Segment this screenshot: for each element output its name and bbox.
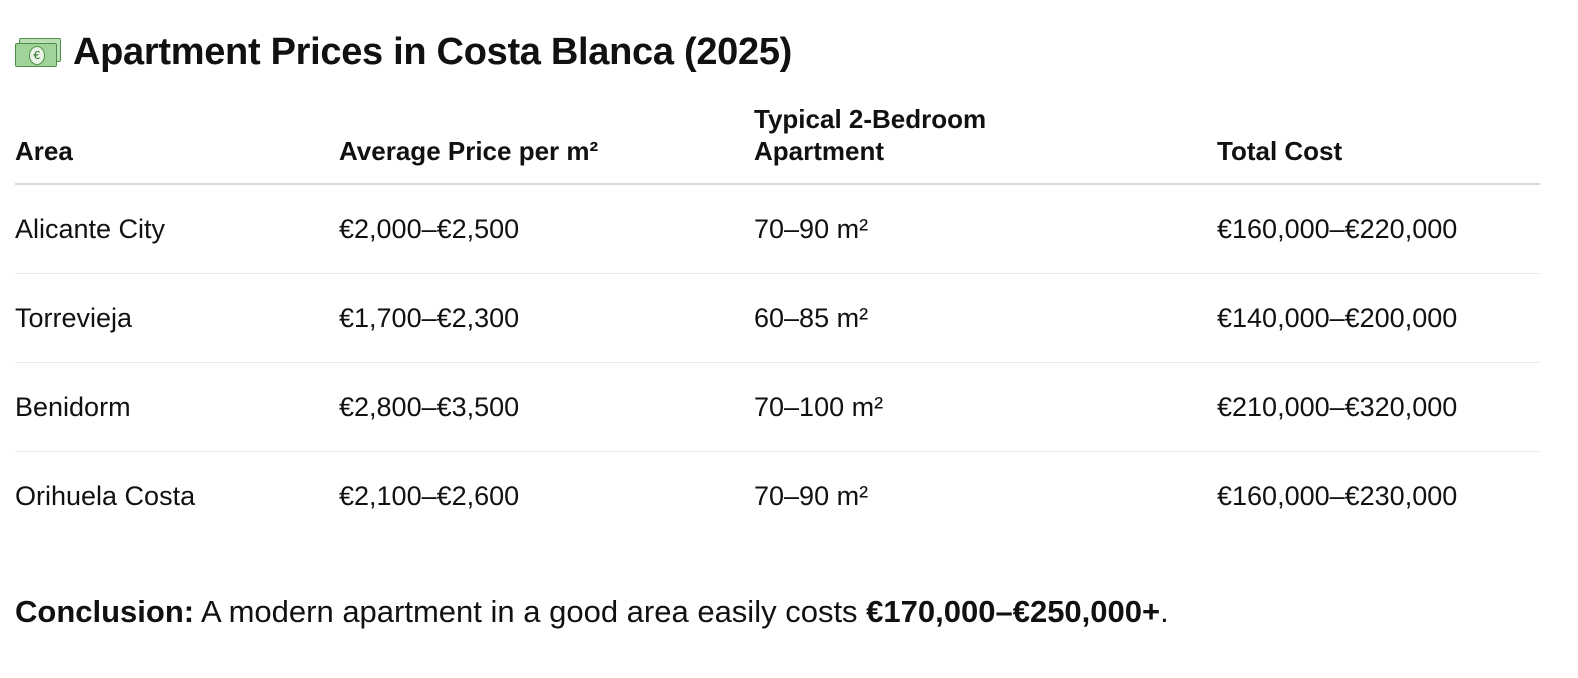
banknote-front: € (15, 43, 57, 67)
column-header-price-per-m2: Average Price per m² (339, 96, 754, 185)
column-header-total-cost: Total Cost (1217, 96, 1540, 185)
euro-symbol-icon: € (29, 46, 45, 65)
cell-total-cost: €210,000–€320,000 (1217, 362, 1540, 452)
cell-price-per-m2: €2,000–€2,500 (339, 184, 754, 274)
cell-apartment-size: 70–90 m² (754, 481, 869, 511)
price-table: Area Average Price per m² Typical 2-Bedr… (15, 96, 1540, 540)
title-row: € Apartment Prices in Costa Blanca (2025… (15, 28, 792, 76)
table-header: Area Average Price per m² Typical 2-Bedr… (15, 96, 1540, 185)
cell-area: Alicante City (15, 184, 339, 274)
cell-apartment-size: 70–90 m² (754, 184, 1217, 274)
cell-area: Torrevieja (15, 273, 339, 363)
cell-price-per-m2: €1,700–€2,300 (339, 273, 754, 363)
conclusion-text: A modern apartment in a good area easily… (194, 594, 867, 629)
cell-total-cost: €140,000–€200,000 (1217, 273, 1540, 363)
cell-price-per-m2: €2,100–€2,600 (339, 481, 520, 511)
cell-total-cost: €160,000–€230,000 (1217, 481, 1458, 511)
cell-area: Orihuela Costa (15, 481, 196, 511)
cell-apartment-size: 60–85 m² (754, 273, 1217, 363)
header-row: Area Average Price per m² Typical 2-Bedr… (15, 96, 1540, 185)
page-title: Apartment Prices in Costa Blanca (2025) (73, 30, 793, 73)
table-row: Torrevieja €1,700–€2,300 60–85 m² €140,0… (15, 273, 1540, 363)
column-header-typical-apartment: Typical 2-Bedroom Apartment (754, 96, 1217, 185)
table-row: Orihuela Costa €2,100–€2,600 70–90 m² €1… (15, 452, 1540, 541)
euro-banknote-icon: € (15, 37, 61, 67)
cell-total-cost: €160,000–€220,000 (1217, 184, 1540, 274)
cell-apartment-size: 70–100 m² (754, 362, 1217, 452)
conclusion-paragraph: Conclusion: A modern apartment in a good… (15, 592, 1169, 632)
conclusion-label: Conclusion: (15, 594, 195, 629)
conclusion-end: . (1160, 594, 1169, 629)
table-body: Alicante City €2,000–€2,500 70–90 m² €16… (15, 184, 1540, 540)
table-row: Benidorm €2,800–€3,500 70–100 m² €210,00… (15, 362, 1540, 452)
table-row: Alicante City €2,000–€2,500 70–90 m² €16… (15, 184, 1540, 274)
cell-area: Benidorm (15, 362, 339, 452)
column-header-area: Area (15, 96, 339, 185)
column-header-typical-apartment-label: Typical 2-Bedroom Apartment (754, 104, 987, 166)
conclusion-price-range: €170,000–€250,000+ (866, 594, 1161, 629)
cell-price-per-m2: €2,800–€3,500 (339, 362, 754, 452)
